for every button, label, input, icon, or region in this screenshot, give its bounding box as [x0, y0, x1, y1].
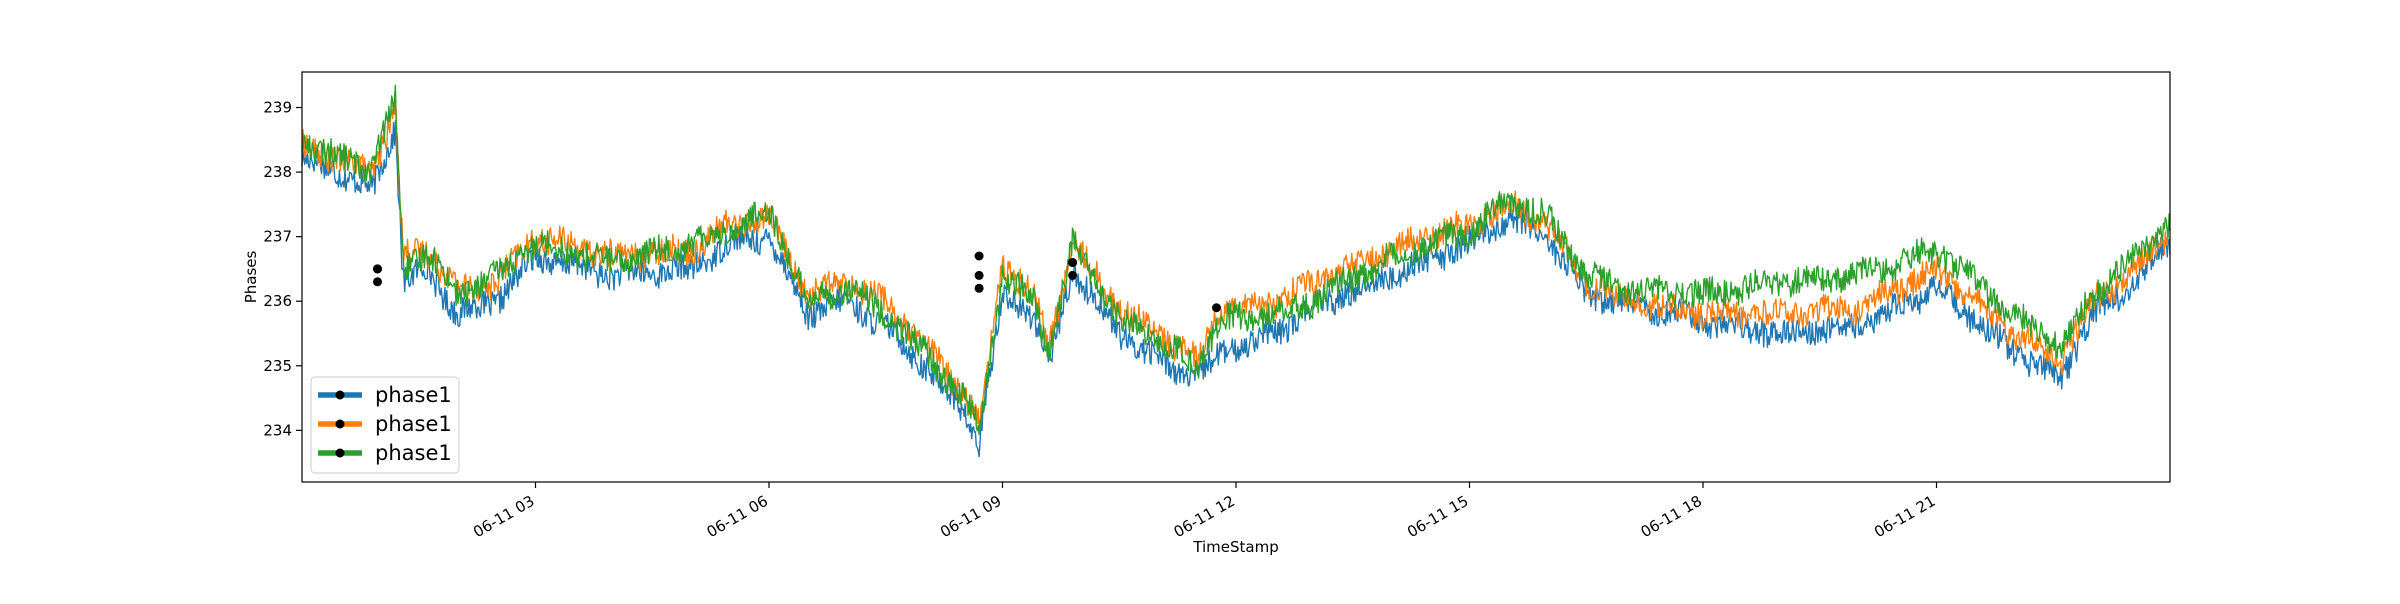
series-line-2: [301, 94, 2171, 430]
series-line-1: [301, 120, 2171, 458]
marker-layer: [373, 251, 1221, 313]
y-tick-label: 239: [263, 99, 292, 117]
x-tick-label: 06-11 21: [1871, 492, 1938, 541]
legend-marker-1: [335, 390, 345, 400]
legend-label-3: phase1: [375, 441, 452, 465]
data-marker-5: [974, 251, 984, 261]
y-tick-label: 237: [263, 228, 292, 246]
legend-frame: [310, 376, 460, 474]
series-layer: [301, 84, 2171, 458]
legend: phase1 phase1 phase1: [310, 376, 460, 474]
x-tick-label: 06-11 06: [704, 492, 771, 541]
data-marker-4: [974, 270, 984, 280]
legend-marker-2: [335, 419, 345, 429]
legend-label-2: phase1: [375, 412, 452, 436]
x-tick-label: 06-11 09: [937, 492, 1004, 541]
y-tick-label: 238: [263, 163, 292, 181]
x-tick-label: 06-11 18: [1638, 492, 1705, 541]
plot-frame: [301, 71, 2171, 483]
y-axis-ticks: 234 235 236 237 238 239: [263, 99, 302, 439]
y-tick-label: 236: [263, 292, 292, 310]
data-marker-3: [373, 264, 382, 274]
data-marker-8: [1068, 258, 1078, 267]
x-tick-label: 06-11 15: [1404, 492, 1471, 541]
legend-marker-3: [335, 448, 345, 458]
x-tick-label: 06-11 03: [470, 492, 537, 541]
x-axis-label: TimeStamp: [1192, 538, 1278, 556]
x-axis-ticks: 06-11 03 06-11 06 06-11 09 06-11 12 06-11 15…: [470, 482, 1939, 541]
x-tick-label: 06-11 12: [1171, 492, 1238, 541]
data-marker-10: [1212, 303, 1221, 313]
data-marker-6: [974, 283, 984, 293]
y-tick-label: 235: [263, 357, 292, 375]
data-marker-1: [373, 277, 382, 287]
data-marker-9: [1068, 270, 1078, 280]
series-line-3: [301, 84, 2171, 436]
y-tick-label: 234: [263, 421, 292, 439]
legend-label-1: phase1: [375, 383, 452, 407]
y-axis-label: Phases: [242, 251, 260, 304]
